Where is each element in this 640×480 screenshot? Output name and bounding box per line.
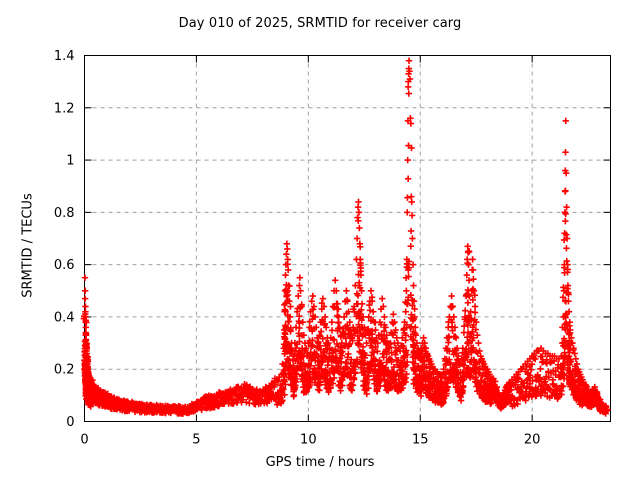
data-points xyxy=(80,57,611,417)
plot-border xyxy=(84,55,611,422)
axis-tick-labels: 00.20.40.60.811.21.40 5 10 15 20 xyxy=(54,49,541,448)
x-axis-label: GPS time / hours xyxy=(265,455,375,470)
page-title: Day 010 of 2025, SRMTID for receiver car… xyxy=(178,16,462,31)
